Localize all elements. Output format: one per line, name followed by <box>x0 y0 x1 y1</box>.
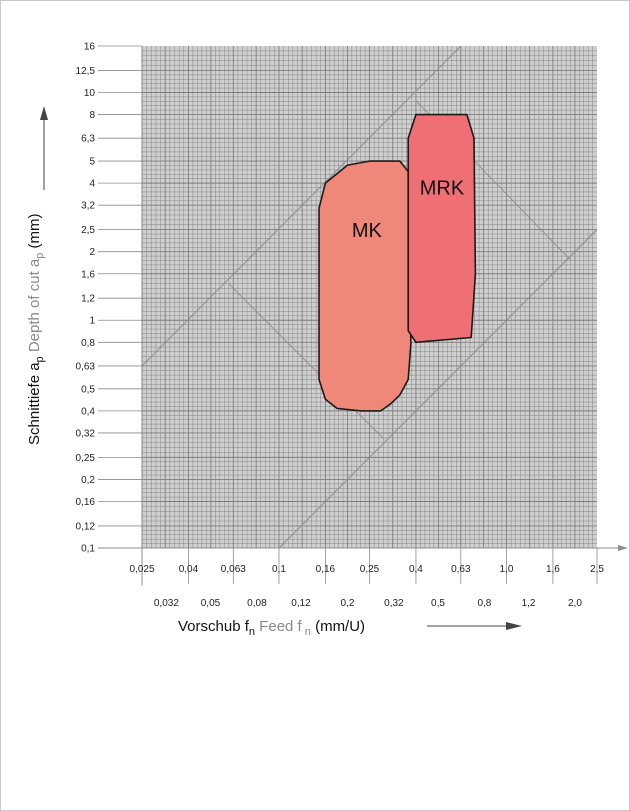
diagonal-tick-line <box>228 283 385 440</box>
y-tick-label: 8 <box>89 110 95 121</box>
y-tick-label: 10 <box>84 88 96 99</box>
y-tick-label: 0,63 <box>76 361 96 372</box>
x-tick-label-top: 0,04 <box>179 564 199 575</box>
y-tick-label: 1,6 <box>81 269 95 280</box>
y-tick-label: 1,2 <box>81 294 95 305</box>
y-axis-label: Schnittiefe ap Depth of cut ap (mm) <box>26 213 46 445</box>
x-tick-label-top: 0,16 <box>316 564 336 575</box>
x-tick-label-bottom: 0,8 <box>477 598 491 609</box>
y-tick-label: 0,1 <box>81 544 95 555</box>
x-tick-label-top: 2,5 <box>590 564 604 575</box>
diagonal-line <box>141 45 462 367</box>
y-tick-label: 12,5 <box>76 66 96 77</box>
x-tick-label-top: 0,25 <box>360 564 380 575</box>
x-tick-label-bottom: 0,032 <box>154 598 179 609</box>
y-tick-label: 0,4 <box>81 406 95 417</box>
y-tick-label: 5 <box>89 157 95 168</box>
x-tick-label-bottom: 2,0 <box>568 598 582 609</box>
y-tick-label: 3,2 <box>81 201 95 212</box>
diagonal-line <box>278 229 598 549</box>
x-axis-arrow-head <box>506 622 522 630</box>
x-tick-label-bottom: 0,08 <box>247 598 267 609</box>
x-tick-label-bottom: 0,05 <box>201 598 221 609</box>
x-tick-label-top: 0,63 <box>451 564 471 575</box>
y-tick-label: 16 <box>84 42 96 53</box>
y-tick-label: 6,3 <box>81 134 95 145</box>
region-mk <box>318 160 412 412</box>
x-tick-label-top: 1,0 <box>500 564 514 575</box>
y-tick-label: 4 <box>89 179 95 190</box>
x-tick-label-top: 0,025 <box>129 564 154 575</box>
region-label-mrk: MRK <box>420 178 465 200</box>
x-tick-label-bottom: 0,2 <box>340 598 354 609</box>
x-tick-label-bottom: 0,5 <box>431 598 445 609</box>
y-tick-label: 0,12 <box>76 521 96 532</box>
y-tick-label: 1 <box>89 316 95 327</box>
x-tick-label-bottom: 1,2 <box>522 598 536 609</box>
x-tick-label-top: 1,6 <box>546 564 560 575</box>
y-tick-label: 2,5 <box>81 225 95 236</box>
y-tick-label: 0,5 <box>81 384 95 395</box>
x-tick-label-top: 0,063 <box>221 564 246 575</box>
x-axis-label: Vorschub fn Feed f n (mm/U) <box>178 618 365 638</box>
y-tick-label: 0,16 <box>76 497 96 508</box>
y-tick-label: 0,2 <box>81 475 95 486</box>
y-tick-label: 2 <box>89 247 95 258</box>
y-tick-label: 0,32 <box>76 428 96 439</box>
x-axis-arrow <box>618 545 628 551</box>
x-tick-label-bottom: 0,12 <box>291 598 311 609</box>
x-tick-label-bottom: 0,32 <box>384 598 404 609</box>
region-label-mk: MK <box>352 220 383 242</box>
y-tick-label: 0,25 <box>76 453 96 464</box>
x-tick-label-top: 0,1 <box>272 564 286 575</box>
y-axis-arrow-head <box>40 106 48 120</box>
y-tick-label: 0,8 <box>81 338 95 349</box>
region-mrk <box>407 113 477 344</box>
x-tick-label-top: 0,4 <box>409 564 423 575</box>
